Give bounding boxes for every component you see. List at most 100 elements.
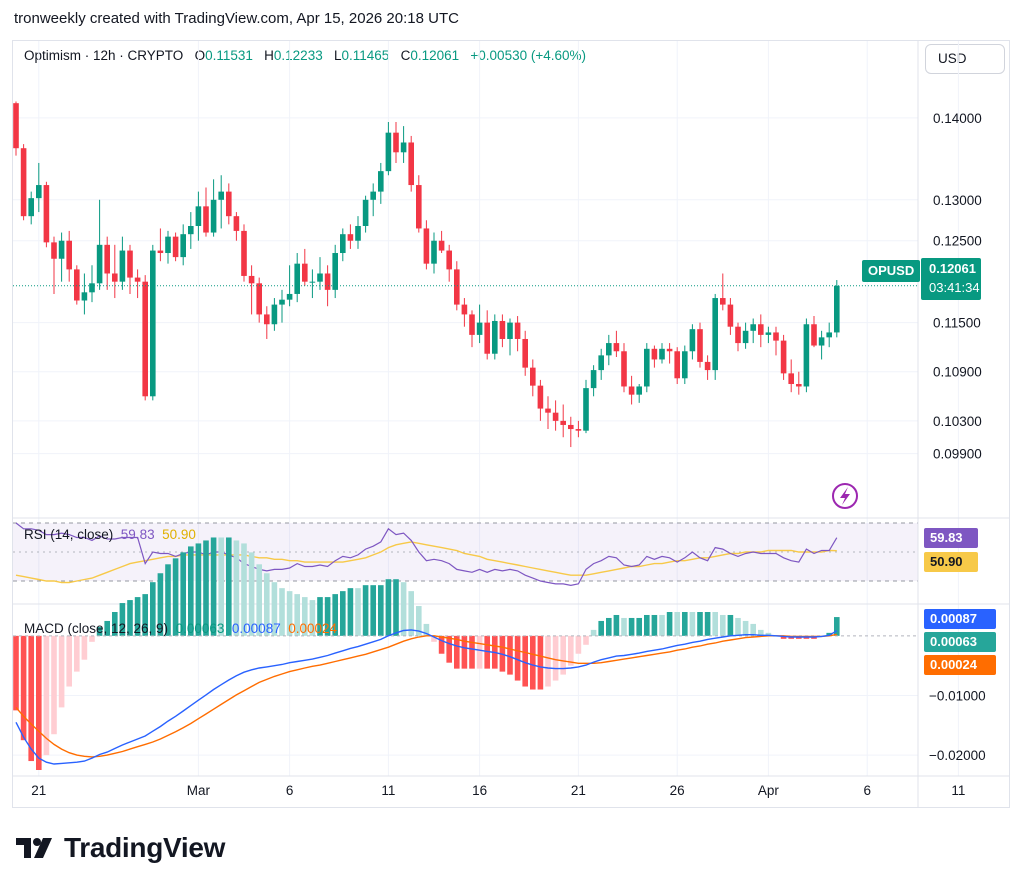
candle bbox=[469, 310, 475, 348]
macd-hist-bar bbox=[172, 558, 179, 636]
candle bbox=[750, 318, 756, 344]
macd-hist-bar bbox=[324, 597, 331, 636]
macd-hist-bar bbox=[226, 537, 232, 636]
macd-hist-bar bbox=[575, 635, 582, 654]
candle bbox=[537, 379, 544, 421]
macd-hist-bar bbox=[218, 537, 224, 636]
candle bbox=[264, 306, 270, 339]
time-tick-label: Apr bbox=[758, 783, 780, 798]
time-tick-label: 11 bbox=[381, 783, 395, 798]
macd-axis: −0.01000 −0.02000 bbox=[929, 688, 986, 763]
macd-hist-bar bbox=[81, 635, 88, 660]
macd-hist-bar bbox=[826, 632, 832, 636]
candle bbox=[651, 345, 658, 368]
header-attribution: tronweekly created with TradingView.com,… bbox=[14, 10, 459, 27]
price-tick-label: 0.10900 bbox=[933, 365, 982, 380]
macd-hist-bar bbox=[51, 635, 57, 735]
candle bbox=[324, 265, 331, 307]
macd-hist-bar bbox=[20, 635, 27, 741]
macd-hist-bar bbox=[552, 635, 559, 681]
macd-hist-bar bbox=[286, 591, 293, 636]
low-label: L bbox=[333, 48, 342, 63]
candle bbox=[712, 293, 718, 380]
macd-hist-bar bbox=[340, 591, 346, 636]
candle bbox=[818, 330, 825, 360]
macd-hist-bar bbox=[758, 629, 764, 636]
macd-hist-bar bbox=[408, 591, 414, 636]
candle bbox=[13, 101, 19, 156]
macd-hist-bar bbox=[704, 612, 711, 636]
candle bbox=[492, 314, 498, 360]
price-axis: 0.14000 0.13000 0.12500 0.11500 0.10900 0.103… bbox=[933, 111, 982, 462]
candle bbox=[302, 248, 308, 286]
macd-hist-bar bbox=[74, 635, 80, 672]
macd-hist-bar bbox=[13, 635, 19, 711]
macd-hist-bar bbox=[720, 614, 726, 636]
lightning-icon[interactable] bbox=[832, 483, 858, 509]
macd-hist-bar bbox=[210, 537, 217, 636]
macd-hist-bar bbox=[545, 635, 551, 687]
macd-hist-bar bbox=[347, 588, 354, 636]
macd-hist-bar bbox=[378, 585, 384, 636]
macd-tick-label: −0.01000 bbox=[929, 688, 986, 703]
candle bbox=[347, 224, 354, 249]
price-tick-label: 0.13000 bbox=[933, 193, 982, 208]
macd-hist-bar bbox=[431, 635, 437, 642]
macd-hist-bar bbox=[127, 600, 133, 636]
macd-hist-bar bbox=[682, 612, 688, 636]
candle bbox=[530, 359, 536, 397]
macd-hist-bar bbox=[461, 635, 468, 669]
candle bbox=[96, 199, 103, 290]
macd-hist-bar bbox=[628, 617, 635, 636]
macd-value-tag: 0.00087 bbox=[924, 609, 996, 629]
open-value: 0.11531 bbox=[205, 48, 253, 63]
candle bbox=[51, 236, 57, 294]
price-tick-label: 0.10300 bbox=[933, 414, 982, 429]
candle bbox=[788, 359, 794, 393]
candle bbox=[613, 330, 620, 357]
candle bbox=[370, 183, 376, 217]
macd-hist-bar bbox=[727, 614, 734, 636]
candle bbox=[294, 253, 300, 303]
candle bbox=[112, 244, 118, 299]
candle bbox=[666, 343, 673, 364]
tradingview-logo[interactable]: TradingView bbox=[16, 832, 225, 864]
macd-hist-bar bbox=[484, 635, 490, 669]
macd-hist-bar bbox=[423, 623, 430, 636]
candle bbox=[454, 261, 460, 311]
candle bbox=[28, 191, 34, 225]
candle bbox=[256, 277, 262, 323]
macd-hist-bar bbox=[765, 632, 772, 636]
candle bbox=[188, 212, 194, 249]
time-tick-label: 6 bbox=[863, 783, 871, 798]
candle bbox=[150, 244, 156, 401]
candle bbox=[241, 224, 247, 282]
time-tick-label: 21 bbox=[571, 783, 586, 798]
candle bbox=[476, 304, 483, 344]
macd-hist-bar bbox=[150, 582, 156, 636]
candle bbox=[606, 334, 612, 366]
candle bbox=[697, 322, 703, 368]
macd-hist-bar bbox=[636, 617, 642, 636]
macd-hist-bar bbox=[780, 635, 787, 639]
macd-lines bbox=[15, 629, 838, 765]
candles bbox=[13, 101, 840, 448]
price-legend: Optimism · 12h · CRYPTO O0.11531 H0.1223… bbox=[24, 48, 586, 63]
macd-hist-bar bbox=[590, 629, 597, 636]
candle bbox=[309, 269, 316, 299]
currency-button[interactable]: USD bbox=[925, 44, 1005, 74]
candle bbox=[165, 230, 171, 264]
macd-hist-bar bbox=[119, 603, 126, 636]
candle bbox=[248, 265, 255, 315]
symbol-label[interactable]: Optimism · 12h · CRYPTO bbox=[24, 48, 184, 63]
macd-hist-bar bbox=[697, 612, 703, 636]
candle bbox=[119, 236, 126, 290]
macd-hist-bar bbox=[96, 626, 103, 636]
macd-hist-bar bbox=[454, 635, 460, 669]
candle bbox=[514, 316, 521, 352]
macd-hist-bar bbox=[621, 617, 627, 636]
macd-hist-bar bbox=[233, 540, 240, 636]
candle bbox=[340, 228, 346, 262]
macd-hist-bar bbox=[476, 635, 483, 669]
